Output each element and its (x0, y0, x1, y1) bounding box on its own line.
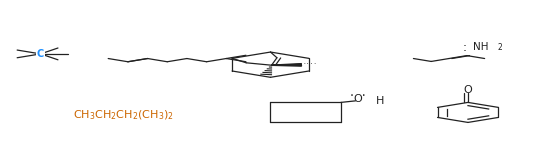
Text: O: O (464, 85, 472, 95)
Text: · ·: · · (349, 91, 367, 101)
Text: ····: ···· (302, 61, 318, 66)
Text: NH: NH (473, 42, 489, 52)
Polygon shape (272, 64, 301, 66)
Text: O: O (354, 94, 362, 104)
Text: CH$_3$CH$_2$CH$_2$(CH$_3$)$_2$: CH$_3$CH$_2$CH$_2$(CH$_3$)$_2$ (73, 109, 174, 122)
Text: :: : (463, 41, 467, 54)
Text: H: H (375, 96, 384, 106)
Text: 2: 2 (497, 43, 502, 52)
Polygon shape (272, 64, 301, 65)
Text: C: C (37, 49, 44, 59)
